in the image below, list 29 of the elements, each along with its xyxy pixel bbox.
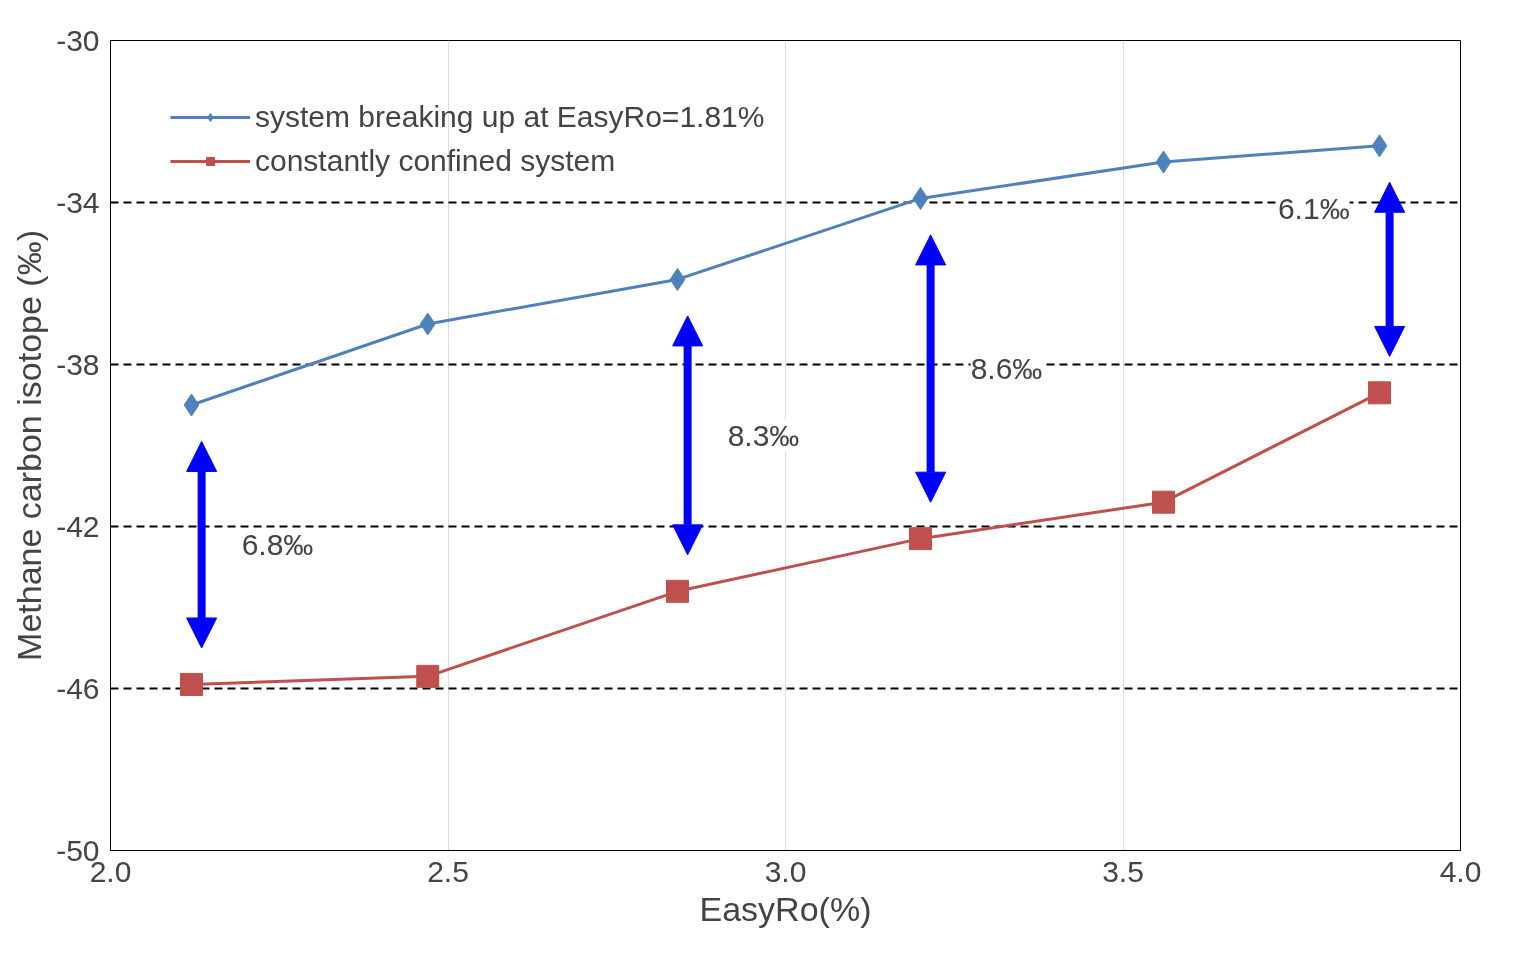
point	[1155, 150, 1172, 174]
point	[416, 664, 440, 688]
point	[1152, 490, 1175, 514]
point	[909, 527, 932, 551]
annotation: 6.8‰	[241, 528, 314, 562]
point	[912, 186, 929, 210]
legend-label: constantly confined system	[255, 144, 616, 178]
y-tick-label: -34	[56, 185, 100, 219]
annotation: 8.3‰	[727, 418, 800, 452]
y-tick-label: -30	[56, 23, 100, 57]
y-tick-label: -42	[56, 509, 100, 543]
point	[180, 672, 203, 696]
y-tick-label: -38	[56, 347, 100, 381]
point	[183, 393, 200, 417]
legend-label: system breaking up at EasyRo=1.81%	[255, 100, 765, 134]
point	[669, 267, 686, 291]
annotation: 8.6‰	[970, 352, 1043, 386]
point	[666, 579, 689, 603]
point	[419, 312, 436, 336]
x-tick-label: 2.5	[427, 854, 469, 888]
x-tick-label: 3.0	[764, 854, 807, 888]
x-axis-title: EasyRo(%)	[699, 889, 872, 928]
point	[1368, 381, 1391, 405]
x-tick-label: 4.0	[1439, 854, 1482, 888]
y-tick-label: -46	[56, 671, 100, 705]
point	[1371, 134, 1388, 158]
x-tick-label: 3.5	[1102, 854, 1144, 888]
y-axis-title: Methane carbon isotope (‰)	[10, 230, 49, 661]
annotation: 6.1‰	[1277, 192, 1350, 226]
